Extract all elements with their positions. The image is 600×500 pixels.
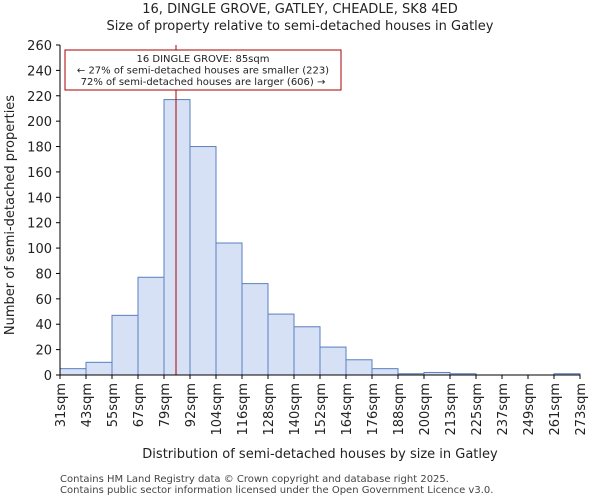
x-tick-label: 200sqm	[418, 383, 433, 436]
histogram-bar	[59, 368, 87, 376]
y-tick-label: 120	[27, 217, 52, 232]
footer-copyright: Contains HM Land Registry data © Crown c…	[60, 474, 449, 485]
histogram-bar	[85, 361, 113, 376]
annotation-property-size: 16 DINGLE GROVE: 85sqm	[137, 54, 270, 65]
y-tick-label: 240	[27, 64, 52, 79]
x-tick-label: 128sqm	[262, 383, 277, 436]
x-tick-label: 116sqm	[236, 383, 251, 436]
y-tick-label: 200	[27, 115, 52, 130]
histogram-bar	[267, 313, 295, 376]
histogram-bar	[241, 283, 269, 376]
x-tick-label: 164sqm	[340, 383, 355, 436]
y-tick-label: 220	[27, 90, 52, 105]
x-tick-label: 237sqm	[496, 383, 511, 436]
x-tick-label: 176sqm	[366, 383, 381, 436]
y-tick-label: 40	[35, 318, 52, 333]
y-tick-label: 160	[27, 166, 52, 181]
x-tick-label: 213sqm	[444, 383, 459, 436]
x-tick-label: 67sqm	[132, 383, 147, 427]
y-tick-label: 0	[44, 369, 52, 384]
y-tick-label: 20	[35, 344, 52, 359]
chart-subtitle: Size of property relative to semi-detach…	[106, 19, 494, 34]
annotation-larger-share: 72% of semi-detached houses are larger (…	[81, 77, 326, 88]
x-tick-label: 225sqm	[470, 383, 485, 436]
y-tick-label: 260	[27, 39, 52, 54]
y-tick-label: 140	[27, 191, 52, 206]
x-tick-label: 43sqm	[80, 383, 95, 427]
x-tick-label: 273sqm	[574, 383, 589, 436]
x-tick-label: 92sqm	[184, 383, 199, 427]
histogram-bar	[215, 242, 243, 376]
histogram-bar	[137, 276, 165, 376]
y-tick-label: 60	[35, 293, 52, 308]
x-tick-label: 261sqm	[548, 383, 563, 436]
y-tick-label: 100	[27, 242, 52, 257]
histogram-bar	[189, 146, 217, 376]
histogram-bar	[371, 368, 399, 376]
x-tick-label: 249sqm	[522, 383, 537, 436]
histogram-bar	[163, 99, 191, 376]
footer-licence: Contains public sector information licen…	[60, 485, 494, 496]
histogram-bar	[293, 326, 321, 376]
x-tick-label: 188sqm	[392, 383, 407, 436]
x-tick-label: 104sqm	[210, 383, 225, 436]
y-tick-label: 180	[27, 141, 52, 156]
x-axis-label: Distribution of semi-detached houses by …	[142, 447, 498, 462]
x-tick-label: 31sqm	[54, 383, 69, 427]
y-axis-label: Number of semi-detached properties	[3, 95, 18, 335]
x-tick-label: 152sqm	[314, 383, 329, 436]
histogram-bar	[319, 346, 347, 376]
x-tick-label: 79sqm	[158, 383, 173, 427]
y-tick-label: 80	[35, 267, 52, 282]
x-tick-label: 140sqm	[288, 383, 303, 436]
histogram-bar	[111, 314, 139, 376]
histogram-bar	[345, 359, 373, 376]
annotation-box	[64, 49, 342, 91]
annotation-smaller-share: ← 27% of semi-detached houses are smalle…	[77, 66, 329, 77]
chart-title-address: 16, DINGLE GROVE, GATLEY, CHEADLE, SK8 4…	[142, 2, 458, 17]
x-tick-label: 55sqm	[106, 383, 121, 427]
